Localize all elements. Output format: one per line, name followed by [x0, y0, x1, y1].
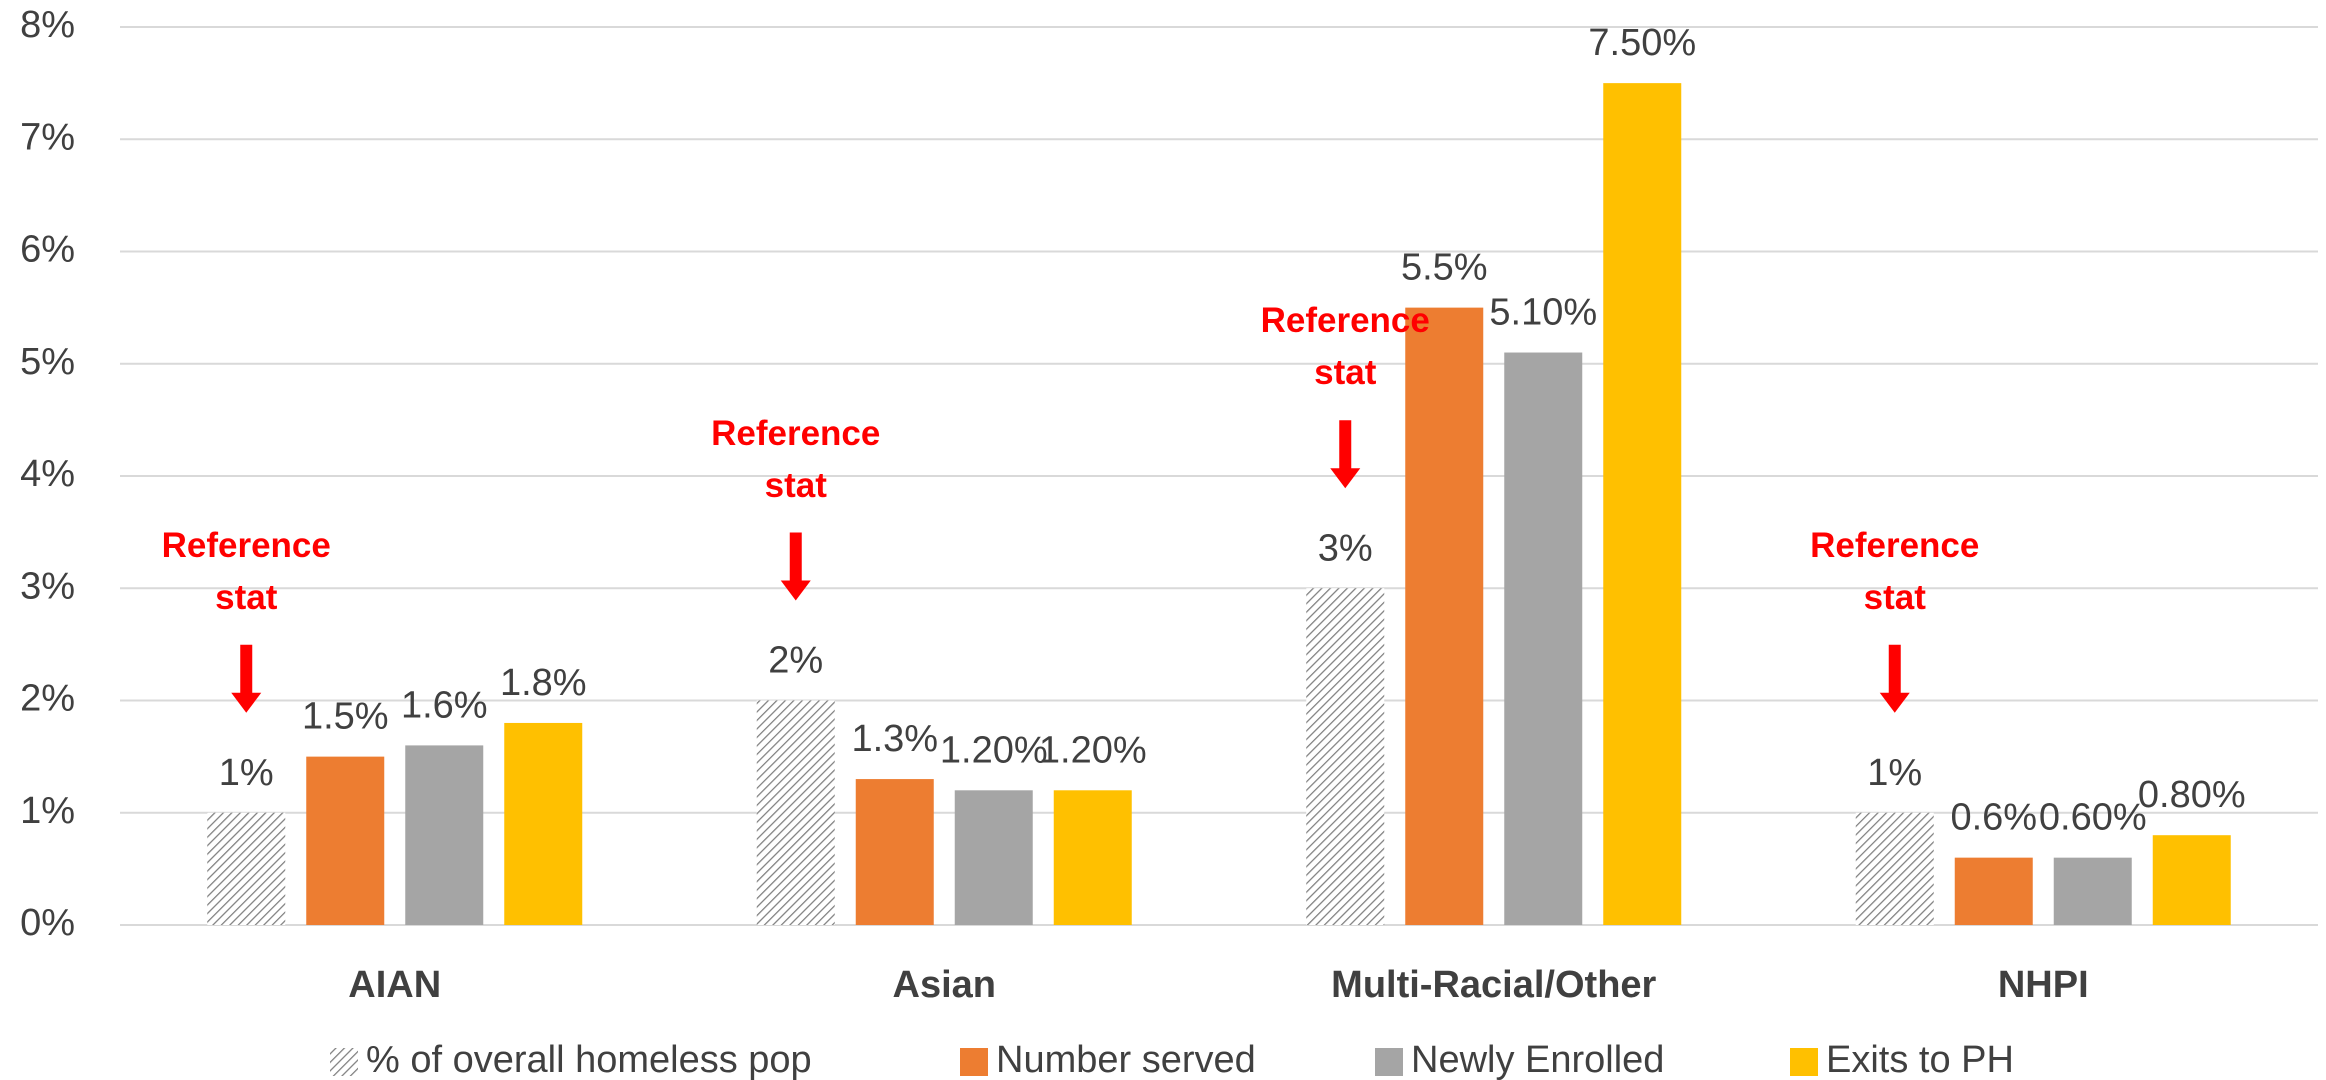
- data-label: 1%: [219, 752, 274, 794]
- y-tick-label: 7%: [20, 116, 75, 158]
- bar: [954, 790, 1033, 925]
- data-label: 7.50%: [1588, 22, 1696, 64]
- y-tick-label: 6%: [20, 229, 75, 271]
- legend-label: Number served: [996, 1039, 1256, 1080]
- legend-label: Exits to PH: [1826, 1039, 2014, 1080]
- annotation: Reference stat: [1260, 301, 1430, 393]
- bar: [1504, 352, 1583, 925]
- y-tick-label: 4%: [20, 453, 75, 495]
- bar: [2152, 835, 2231, 925]
- bar: [207, 812, 286, 925]
- data-label: 2%: [768, 640, 823, 682]
- arrow-head: [1879, 692, 1910, 713]
- data-label: 5.10%: [1489, 292, 1597, 334]
- data-label: 5.5%: [1401, 247, 1488, 289]
- legend-swatch: [330, 1048, 358, 1076]
- data-label: 1.20%: [940, 729, 1048, 771]
- y-tick-label: 8%: [20, 4, 75, 46]
- bar: [1306, 588, 1385, 925]
- bar: [405, 745, 484, 925]
- x-tick-label: NHPI: [1998, 964, 2089, 1006]
- bar: [1954, 857, 2033, 925]
- arrow-head: [1330, 468, 1361, 489]
- legend-swatch: [1375, 1048, 1403, 1076]
- data-label: 0.60%: [2039, 797, 2147, 839]
- arrow-shaft: [1339, 420, 1352, 471]
- data-label: 3%: [1318, 527, 1373, 569]
- data-label: 0.6%: [1950, 797, 2037, 839]
- data-label: 1.20%: [1039, 729, 1147, 771]
- x-tick-label: Asian: [893, 964, 996, 1006]
- legend-swatch: [960, 1048, 988, 1076]
- arrow-head: [780, 580, 811, 601]
- bar: [1405, 307, 1484, 925]
- bar: [1053, 790, 1132, 925]
- arrow-shaft: [1888, 644, 1901, 695]
- arrow-shaft: [240, 644, 253, 695]
- bar: [306, 756, 385, 925]
- data-label: 1.5%: [302, 696, 389, 738]
- y-tick-label: 0%: [20, 902, 75, 944]
- bar: [1603, 83, 1682, 925]
- data-label: 0.80%: [2138, 774, 2246, 816]
- legend-label: % of overall homeless pop: [366, 1039, 812, 1080]
- x-tick-label: Multi-Racial/Other: [1331, 964, 1656, 1006]
- data-label: 1%: [1867, 752, 1922, 794]
- y-tick-label: 1%: [20, 790, 75, 832]
- annotation: Reference stat: [711, 413, 881, 505]
- data-label: 1.6%: [401, 684, 488, 726]
- x-tick-label: AIAN: [348, 964, 441, 1006]
- annotation: Reference stat: [1810, 525, 1980, 617]
- legend-swatch: [1790, 1048, 1818, 1076]
- bar: [756, 700, 835, 925]
- bar: [504, 722, 583, 925]
- y-tick-label: 2%: [20, 678, 75, 720]
- bar: [1855, 812, 1934, 925]
- arrow-shaft: [789, 532, 802, 583]
- bar: [2053, 857, 2132, 925]
- legend-label: Newly Enrolled: [1411, 1039, 1664, 1080]
- data-label: 1.8%: [500, 662, 587, 704]
- annotation: Reference stat: [161, 525, 331, 617]
- y-tick-label: 3%: [20, 565, 75, 607]
- y-tick-label: 5%: [20, 341, 75, 383]
- data-label: 1.3%: [851, 718, 938, 760]
- arrow-head: [231, 692, 262, 713]
- bar: [855, 779, 934, 925]
